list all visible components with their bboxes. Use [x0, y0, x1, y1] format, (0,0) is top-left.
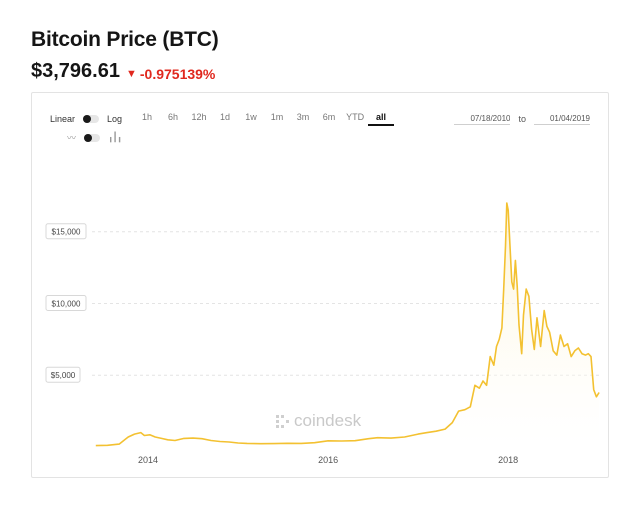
chart-type-toolbar: 〰 ╻┃╻	[67, 131, 122, 144]
scale-linear-label[interactable]: Linear	[50, 114, 76, 124]
range-all[interactable]: all	[368, 112, 395, 126]
range-3m[interactable]: 3m	[296, 112, 310, 122]
date-to-label: to	[518, 114, 526, 124]
down-arrow-icon: ▼	[125, 68, 137, 80]
range-6h[interactable]: 6h	[168, 112, 179, 122]
range-1m[interactable]: 1m	[270, 112, 284, 122]
bar-chart-icon[interactable]: ╻┃╻	[108, 132, 122, 142]
header: Bitcoin Price (BTC) $3,796.61 ▼ -0.97513…	[31, 28, 219, 83]
range-ytd[interactable]: YTD	[346, 112, 365, 122]
range-selector: 1h 6h 12h 1d 1w 1m 3m 6m YTD all	[134, 112, 395, 126]
watermark-text: coindesk	[294, 411, 362, 430]
y-tick-label: $5,000	[51, 371, 76, 380]
price-row: $3,796.61 ▼ -0.975139%	[31, 60, 219, 83]
y-tick-label: $15,000	[52, 228, 81, 237]
scale-log-label[interactable]: Log	[107, 114, 123, 124]
price-chart[interactable]: coindesk $5,000 $10,000 $15,000 2014 2016 20…	[32, 93, 610, 479]
date-to-input[interactable]	[534, 113, 590, 125]
x-tick-label: 2018	[498, 455, 518, 465]
range-12h[interactable]: 12h	[191, 112, 207, 122]
page-title: Bitcoin Price (BTC)	[31, 28, 219, 51]
watermark: coindesk	[276, 411, 362, 430]
y-tick-box	[45, 223, 87, 240]
chart-type-toggle[interactable]	[84, 133, 101, 142]
scale-toggle[interactable]	[83, 115, 100, 123]
coindesk-logo-icon	[276, 415, 289, 428]
range-1h[interactable]: 1h	[142, 112, 153, 122]
price-change: ▼ -0.975139%	[126, 66, 215, 82]
price-change-value: -0.975139%	[139, 66, 216, 82]
price-line	[95, 202, 600, 447]
date-from-input[interactable]	[454, 113, 511, 125]
y-tick-label: $10,000	[52, 299, 81, 308]
range-1w[interactable]: 1w	[245, 112, 257, 122]
y-tick-box	[45, 294, 87, 311]
line-chart-icon[interactable]: 〰	[67, 133, 77, 143]
range-1d[interactable]: 1d	[220, 112, 231, 122]
y-tick-box	[45, 366, 81, 383]
price-area	[95, 203, 600, 447]
x-tick-label: 2014	[138, 455, 158, 465]
current-price: $3,796.61	[31, 60, 120, 82]
range-6m[interactable]: 6m	[322, 112, 336, 122]
x-tick-label: 2016	[318, 455, 338, 465]
